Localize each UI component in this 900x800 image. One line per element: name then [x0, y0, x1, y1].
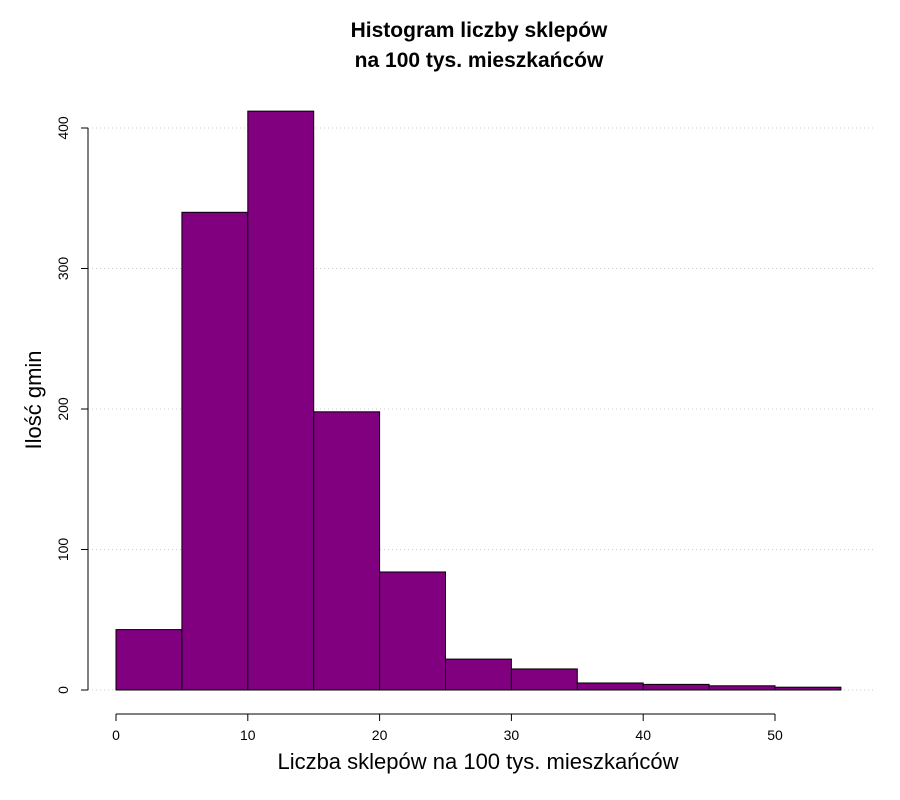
histogram-bar — [510, 668, 578, 691]
x-tick-label: 10 — [240, 727, 256, 743]
histogram-bar — [445, 658, 512, 691]
x-axis-label: Liczba sklepów na 100 tys. mieszkańców — [277, 749, 678, 774]
y-tick-label: 300 — [55, 257, 71, 281]
x-tick-label: 50 — [767, 727, 783, 743]
x-tick-label: 0 — [112, 727, 120, 743]
chart-title-line-2: na 100 tys. mieszkańców — [355, 49, 604, 72]
x-tick-label: 20 — [372, 727, 388, 743]
y-tick-label: 400 — [55, 116, 71, 140]
histogram-bar — [576, 682, 644, 691]
chart-title-line-1: Histogram liczby sklepów — [351, 19, 608, 42]
histogram-bar — [313, 411, 381, 691]
histogram-bar — [115, 629, 183, 691]
histogram-bar — [181, 211, 249, 691]
y-axis-label: Ilość gmin — [21, 350, 46, 449]
y-tick-label: 0 — [55, 686, 71, 694]
histogram-bar — [774, 686, 842, 691]
x-axis: 0 10 20 30 40 50 — [112, 713, 783, 743]
histogram-bar — [708, 685, 776, 691]
histogram-bar — [642, 683, 710, 691]
histogram-bar — [379, 571, 447, 691]
x-tick-label: 30 — [504, 727, 520, 743]
y-tick-label: 200 — [55, 397, 71, 421]
y-axis: 0 100 200 300 400 — [55, 116, 89, 694]
bars — [115, 110, 842, 691]
x-tick-label: 40 — [635, 727, 651, 743]
histogram-bar — [247, 110, 315, 691]
y-tick-label: 100 — [55, 538, 71, 562]
